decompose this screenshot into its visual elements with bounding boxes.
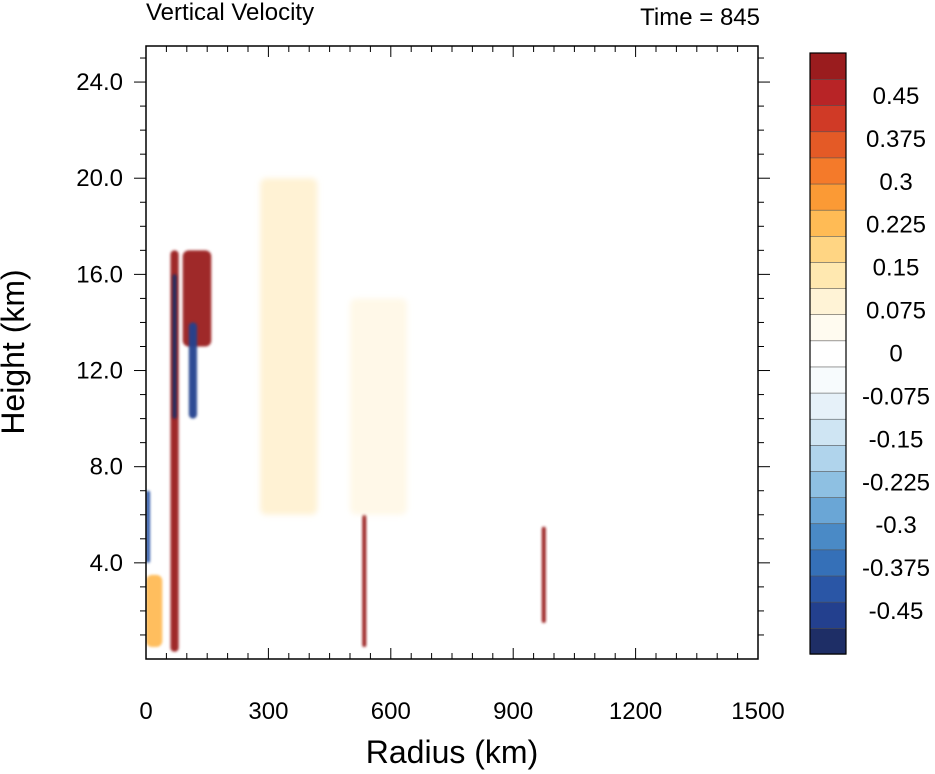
colorbar-swatch <box>809 131 847 159</box>
colorbar-label: -0.3 <box>875 512 916 539</box>
field-feature-5 <box>146 490 151 563</box>
time-label: Time = 845 <box>640 4 760 31</box>
colorbar-swatch <box>809 314 847 342</box>
y-tick-label: 16.0 <box>76 261 123 288</box>
colorbar-swatch <box>809 575 847 603</box>
colorbar-swatch <box>809 627 847 655</box>
colorbar-swatch <box>809 104 847 133</box>
plot-frame <box>145 45 759 660</box>
field-feature-7 <box>541 526 546 623</box>
colorbar-label: 0.45 <box>873 83 920 110</box>
colorbar-label: -0.225 <box>862 469 930 496</box>
colorbar-swatch <box>809 549 847 577</box>
colorbar-label: -0.075 <box>862 383 930 410</box>
field-feature-2 <box>182 250 212 347</box>
colorbar-swatch <box>809 418 847 446</box>
colorbar-swatch <box>809 235 847 263</box>
x-tick-label: 900 <box>493 698 533 725</box>
colorbar-swatch <box>809 523 847 551</box>
colorbar-swatch <box>809 340 847 368</box>
colorbar-swatch <box>809 444 847 472</box>
colorbar-swatch <box>809 392 847 420</box>
colorbar-label: 0.375 <box>866 126 926 153</box>
y-tick-label: 20.0 <box>76 165 123 192</box>
colorbar-labels: 0.45 0.375 0.3 0.225 0.15 0.075 0 -0.075 -0.15 -0… <box>862 83 930 625</box>
x-tick-label: 300 <box>248 698 288 725</box>
field-feature-4 <box>146 574 163 647</box>
colorbar-swatch <box>809 183 847 211</box>
colorbar-label: -0.15 <box>869 426 924 453</box>
colorbar-frame <box>809 52 847 655</box>
y-tick-labels: 4.0 8.0 12.0 16.0 20.0 24.0 <box>76 69 123 577</box>
axis-ticks <box>134 46 770 659</box>
field-feature-8 <box>260 178 318 515</box>
colorbar-swatch <box>809 601 847 629</box>
colorbar-swatch <box>809 52 847 80</box>
colorbar-swatch <box>809 366 847 394</box>
colorbar-label: 0.225 <box>866 212 926 239</box>
colorbar-swatch <box>809 78 847 106</box>
colorbar-swatch <box>809 496 847 525</box>
colorbar-label: -0.45 <box>869 598 924 625</box>
x-tick-labels: 0 300 600 900 1200 1500 <box>139 698 784 725</box>
field-feature-3 <box>188 322 197 419</box>
y-tick-label: 4.0 <box>90 550 123 577</box>
x-tick-label: 0 <box>139 698 152 725</box>
y-tick-label: 12.0 <box>76 358 123 385</box>
colorbar <box>809 52 847 655</box>
colorbar-label: 0.075 <box>866 298 926 325</box>
colorbar-label: 0.15 <box>873 255 920 282</box>
x-axis-label: Radius (km) <box>366 734 538 770</box>
chart-title: Vertical Velocity <box>146 0 314 26</box>
colorbar-swatch <box>809 261 847 289</box>
colorbar-label: 0.3 <box>879 169 912 196</box>
field-feature-6 <box>362 514 367 647</box>
y-tick-label: 8.0 <box>90 454 123 481</box>
y-tick-label: 24.0 <box>76 69 123 96</box>
field-feature-1 <box>172 274 177 419</box>
colorbar-swatch <box>809 157 847 185</box>
colorbar-swatch <box>809 287 847 316</box>
x-tick-label: 600 <box>371 698 411 725</box>
velocity-field <box>146 178 546 652</box>
colorbar-label: -0.375 <box>862 555 930 582</box>
colorbar-label: 0 <box>889 341 902 368</box>
colorbar-swatch <box>809 209 847 237</box>
field-feature-9 <box>350 298 408 515</box>
x-tick-label: 1500 <box>731 698 784 725</box>
x-tick-label: 1200 <box>609 698 662 725</box>
colorbar-swatch <box>809 470 847 498</box>
y-axis-label: Height (km) <box>0 269 31 434</box>
